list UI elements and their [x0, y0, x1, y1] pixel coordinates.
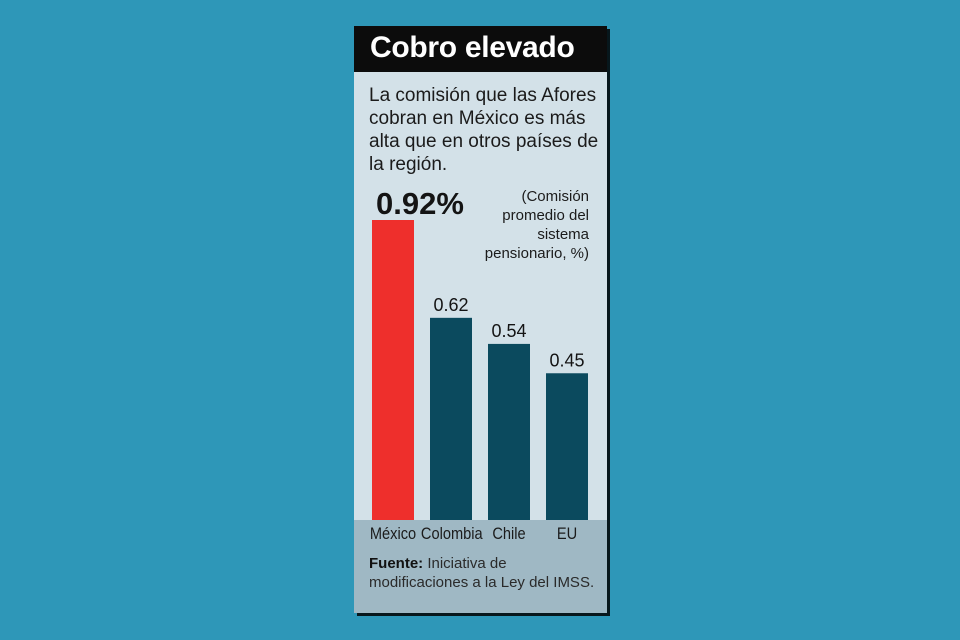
data-label-colombia: 0.62: [433, 295, 468, 315]
data-label-mexico: 0.92%: [376, 186, 464, 221]
bar-chart: 0.92% 0.62 0.54 0.45: [372, 186, 588, 520]
unit-note: (Comisión promedio del sistema pensionar…: [484, 188, 589, 262]
category-label-chile: Chile: [492, 524, 526, 543]
footer: México Colombia Chile EU Fuente: Iniciativa…: [354, 520, 607, 613]
data-label-eu: 0.45: [549, 350, 584, 370]
bar-mexico: [372, 220, 414, 520]
source-label: Fuente:: [369, 555, 424, 572]
data-label-chile: 0.54: [491, 321, 526, 341]
chart-title: Cobro elevado: [370, 31, 575, 64]
bar-colombia: [430, 317, 472, 520]
category-labels: México Colombia Chile EU: [354, 520, 607, 550]
bar-eu: [546, 373, 588, 520]
category-label-colombia: Colombia: [420, 524, 483, 543]
chart-subtitle: La comisión que las Afores cobran en Méx…: [369, 85, 599, 175]
category-label-mexico: México: [369, 524, 417, 543]
source-text: Iniciativa de modificaciones a la Ley de…: [369, 555, 595, 591]
infographic-card: Cobro elevado La comisión que las Afores…: [354, 26, 607, 613]
category-label-eu: EU: [556, 524, 578, 543]
title-bar: Cobro elevado: [354, 26, 607, 72]
bar-chile: [488, 343, 530, 520]
source-note: Fuente: Iniciativa de modificaciones a l…: [369, 554, 599, 592]
